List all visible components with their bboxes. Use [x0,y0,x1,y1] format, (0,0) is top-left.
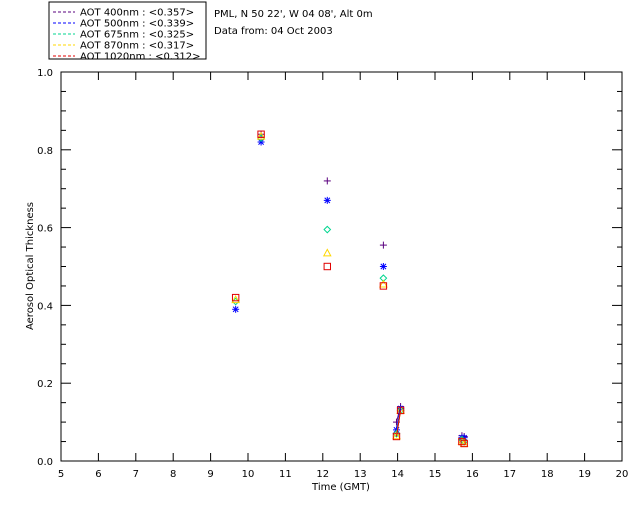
legend-entry: AOT 400nm : <0.357> [80,8,194,19]
axis-ticks [60,71,623,462]
data-point [323,177,331,185]
axis-tick-labels: 5 6 7 8 9 10 11 12 13 14 15 16 17 18 19 20 0.0 0.2 0.4 0.6 0… [37,68,628,480]
data-point [392,431,401,440]
data-point [392,429,401,438]
x-axis-label: Time (GMT) [311,482,370,493]
data-point [256,131,266,140]
y-tick-label: 0.4 [37,301,53,312]
data-point [458,437,466,446]
legend-entry: AOT 1020nm : <0.312> [80,52,200,63]
y-tick-label: 0.6 [37,224,53,235]
data-point [231,293,240,302]
data-point [323,262,331,271]
legend-box [48,1,207,60]
x-tick-label: 19 [578,469,591,480]
x-tick-label: 20 [616,469,629,480]
y-tick-label: 0.2 [37,379,53,390]
data-point [231,295,240,304]
x-tick-label: 12 [316,469,329,480]
y-tick-label: 0.8 [37,146,53,157]
x-tick-label: 5 [58,469,64,480]
x-tick-label: 10 [242,469,255,480]
x-tick-label: 17 [503,469,516,480]
data-point [232,305,240,313]
y-tick-label: 0.0 [37,457,53,468]
legend: AOT 400nm : <0.357>AOT 500nm : <0.339>AO… [48,1,207,63]
data-from-label: Data from: 04 Oct 2003 [214,26,333,37]
data-point [379,282,388,290]
x-tick-label: 13 [354,469,367,480]
x-tick-label: 16 [466,469,479,480]
x-tick-label: 14 [391,469,404,480]
y-tick-label: 1.0 [37,68,53,79]
x-tick-label: 11 [279,469,292,480]
data-point [323,225,332,234]
data-point [323,196,331,204]
data-point [379,263,387,270]
y-axis-label: Aerosol Optical Thickness [25,202,36,330]
x-tick-label: 18 [541,469,554,480]
x-tick-label: 8 [170,469,176,480]
location-label: PML, N 50 22', W 04 08', Alt 0m [214,9,373,20]
x-tick-label: 6 [95,469,101,480]
data-point [460,439,468,448]
legend-entry: AOT 870nm : <0.317> [80,41,194,52]
x-tick-label: 15 [429,469,442,480]
data-point [257,130,265,138]
data-point [379,279,388,288]
plot-frame [60,71,623,462]
data-points [231,130,469,448]
x-tick-label: 9 [207,469,213,480]
legend-entry: AOT 500nm : <0.339> [80,19,194,30]
data-point [379,241,387,249]
data-point [322,248,332,257]
series-lines [395,406,402,437]
legend-entry: AOT 675nm : <0.325> [80,30,194,41]
x-tick-label: 7 [133,469,139,480]
series-segment [395,406,402,423]
series-segment [395,410,402,437]
